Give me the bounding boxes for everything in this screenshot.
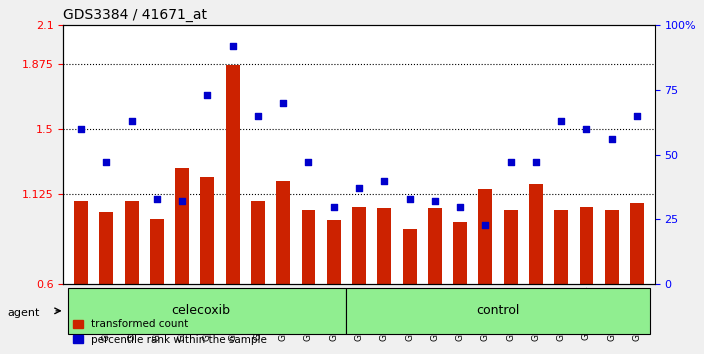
FancyBboxPatch shape — [68, 288, 346, 334]
Bar — [605, 210, 619, 284]
Point — [606, 136, 617, 142]
Point — [505, 160, 516, 165]
Point — [151, 196, 163, 201]
Bar — [403, 229, 417, 284]
Bar — [201, 177, 214, 284]
Bar — [301, 210, 315, 284]
Point — [126, 118, 137, 124]
Point — [631, 113, 643, 119]
Bar — [150, 219, 164, 284]
Bar — [175, 169, 189, 284]
Bar — [276, 181, 290, 284]
Bar — [579, 206, 593, 284]
Point — [404, 196, 415, 201]
Text: control: control — [477, 304, 520, 317]
Bar — [504, 210, 517, 284]
Point — [429, 199, 441, 204]
Text: celecoxib: celecoxib — [172, 304, 231, 317]
Point — [227, 43, 239, 48]
Point — [177, 199, 188, 204]
Legend: transformed count, percentile rank within the sample: transformed count, percentile rank withi… — [68, 315, 272, 349]
Point — [277, 100, 289, 105]
Bar — [251, 201, 265, 284]
Bar — [554, 210, 568, 284]
Bar — [453, 222, 467, 284]
Bar — [377, 208, 391, 284]
Point — [581, 126, 592, 131]
Point — [555, 118, 567, 124]
Point — [303, 160, 314, 165]
FancyBboxPatch shape — [346, 288, 650, 334]
Text: agent: agent — [7, 308, 39, 318]
Bar — [428, 208, 442, 284]
Bar — [479, 189, 492, 284]
Point — [75, 126, 87, 131]
Point — [479, 222, 491, 228]
Point — [328, 204, 339, 209]
Point — [101, 160, 112, 165]
Bar — [352, 206, 366, 284]
Bar — [74, 201, 88, 284]
Bar — [99, 212, 113, 284]
Bar — [630, 203, 644, 284]
Point — [202, 92, 213, 98]
Point — [530, 160, 541, 165]
Bar — [529, 184, 543, 284]
Bar — [226, 64, 239, 284]
Point — [379, 178, 390, 183]
Text: GDS3384 / 41671_at: GDS3384 / 41671_at — [63, 8, 208, 22]
Point — [252, 113, 263, 119]
Bar — [125, 201, 139, 284]
Bar — [327, 220, 341, 284]
Point — [353, 185, 365, 191]
Point — [455, 204, 466, 209]
